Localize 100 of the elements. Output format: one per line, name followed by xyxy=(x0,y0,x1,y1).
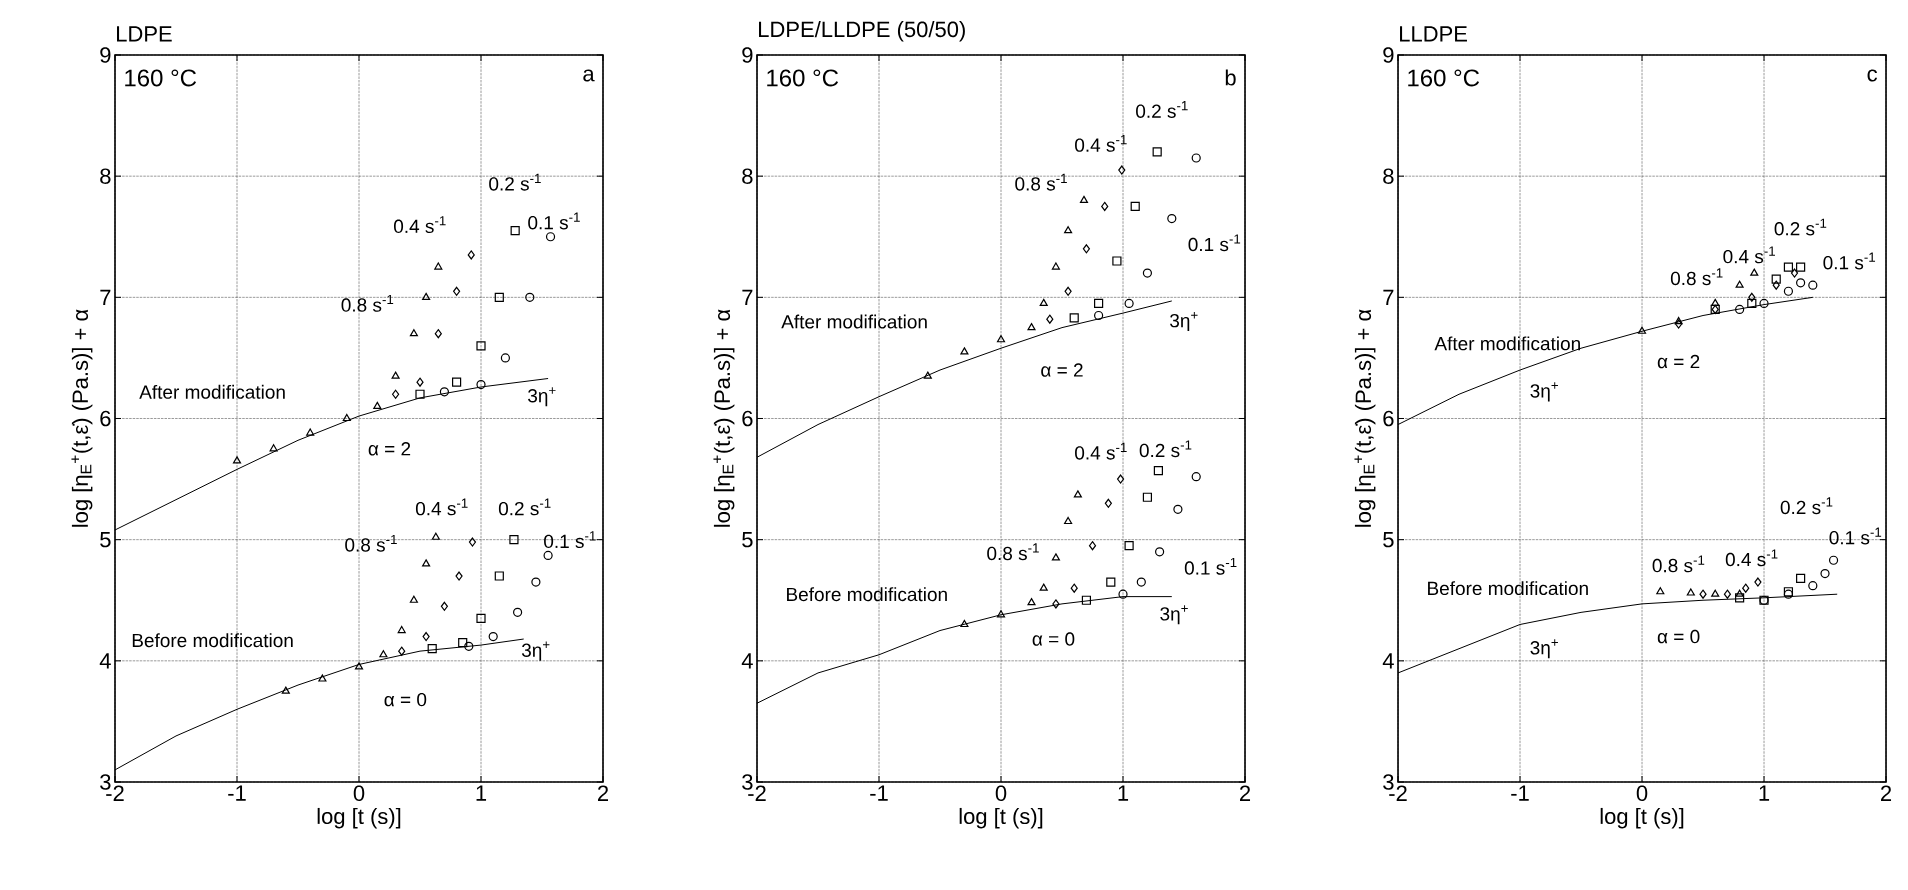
annotation: Before modification xyxy=(1428,581,1588,596)
point xyxy=(1130,201,1140,212)
point xyxy=(1750,268,1759,276)
x-tick-label: 2 xyxy=(1240,785,1251,801)
x-tick-label: 0 xyxy=(353,785,365,802)
point xyxy=(464,641,474,651)
point xyxy=(1686,588,1695,596)
annotation: 3η$^{+}$ xyxy=(1530,382,1558,402)
point xyxy=(1064,516,1073,525)
annotation: 0.1 s$^{-1}$ xyxy=(544,531,596,549)
point xyxy=(1116,474,1125,484)
annotation: α = 2 xyxy=(1041,363,1083,377)
point xyxy=(1039,298,1048,306)
annotation: 3η$^{+}$ xyxy=(1530,639,1558,659)
x-tick-label: 2 xyxy=(1881,785,1892,801)
point xyxy=(431,532,440,540)
y-tick-label: 9 xyxy=(100,47,111,63)
point xyxy=(458,638,468,648)
point xyxy=(476,379,486,390)
point xyxy=(996,610,1006,618)
point xyxy=(1656,587,1665,595)
x-tick-label: 0 xyxy=(995,785,1007,802)
point xyxy=(1073,490,1082,498)
point xyxy=(379,650,388,658)
point xyxy=(318,674,327,682)
point xyxy=(397,625,406,634)
point xyxy=(354,662,364,670)
annotation: 0.4 s$^{-1}$ xyxy=(1075,135,1127,152)
point xyxy=(996,335,1006,343)
point xyxy=(545,232,556,242)
point xyxy=(1088,541,1097,551)
annotation: b xyxy=(1225,69,1236,86)
point xyxy=(416,377,424,387)
annotation: 0.1 s$^{-1}$ xyxy=(1184,557,1237,575)
point xyxy=(476,341,486,351)
y-tick-label: 5 xyxy=(100,531,111,548)
annotation: α = 2 xyxy=(368,442,411,456)
point xyxy=(960,619,969,628)
point xyxy=(1069,313,1079,323)
point xyxy=(500,353,510,363)
annotation: 0.8 s$^{-1}$ xyxy=(1015,173,1067,191)
point xyxy=(1052,599,1060,609)
annotation: α = 0 xyxy=(1032,632,1075,646)
annotation: 160 °C xyxy=(767,69,839,87)
y-tick-label: 6 xyxy=(1383,410,1394,427)
y-tick-label: 6 xyxy=(100,410,111,427)
point xyxy=(1051,262,1060,270)
y-tick-label: 9 xyxy=(1383,47,1394,63)
point xyxy=(1142,268,1153,278)
annotation: 3η$^{+}$ xyxy=(528,387,556,407)
point xyxy=(1191,472,1201,482)
point xyxy=(467,250,475,260)
point xyxy=(525,292,535,302)
annotation: 0.2 s$^{-1}$ xyxy=(489,173,541,191)
point xyxy=(1082,244,1091,254)
point xyxy=(269,444,278,452)
point xyxy=(1152,147,1162,157)
point xyxy=(476,613,486,624)
point xyxy=(1711,298,1720,306)
point xyxy=(1101,201,1109,212)
annotation: 0.4 s$^{-1}$ xyxy=(1723,246,1775,264)
point xyxy=(1748,292,1756,302)
y-tick-label: 7 xyxy=(742,289,753,305)
point xyxy=(1742,583,1750,593)
point xyxy=(1039,583,1048,591)
annotation: 160 °C xyxy=(1408,69,1480,87)
point xyxy=(409,329,418,337)
y-tick-label: 7 xyxy=(100,289,111,305)
point xyxy=(1808,581,1818,591)
point xyxy=(1124,541,1134,551)
point xyxy=(509,535,519,545)
annotation: 0.8 s$^{-1}$ xyxy=(341,294,394,312)
point xyxy=(1136,577,1146,587)
point xyxy=(453,286,461,296)
point xyxy=(452,377,462,387)
point xyxy=(434,262,443,270)
point xyxy=(342,413,351,422)
point xyxy=(1079,195,1089,203)
point xyxy=(488,632,498,642)
x-axis-title: log [t (s)] xyxy=(317,807,401,829)
y-axis-title: log [η$_{E}$$^{+}$(t,ε̇) (Pa.s)] + α xyxy=(713,309,735,527)
point xyxy=(1104,498,1112,508)
annotation: α = 0 xyxy=(1657,629,1700,644)
point xyxy=(1081,595,1092,605)
x-tick-label: 1 xyxy=(1759,785,1770,801)
point xyxy=(1674,316,1683,325)
point xyxy=(439,387,449,397)
point xyxy=(391,371,400,379)
point xyxy=(1828,555,1839,565)
y-tick-label: 7 xyxy=(1383,289,1394,305)
annotation: c xyxy=(1867,69,1878,82)
point xyxy=(494,292,504,302)
x-tick-label: -1 xyxy=(228,785,246,801)
annotation: 0.2 s$^{-1}$ xyxy=(498,498,551,516)
annotation: 3η$^{+}$ xyxy=(1160,605,1188,625)
annotation: 0.2 s$^{-1}$ xyxy=(1774,218,1827,236)
y-tick-label: 8 xyxy=(100,168,111,184)
annotation: Before modification xyxy=(787,587,947,602)
y-tick-label: 5 xyxy=(742,531,753,548)
annotation: 0.2 s$^{-1}$ xyxy=(1139,440,1192,458)
